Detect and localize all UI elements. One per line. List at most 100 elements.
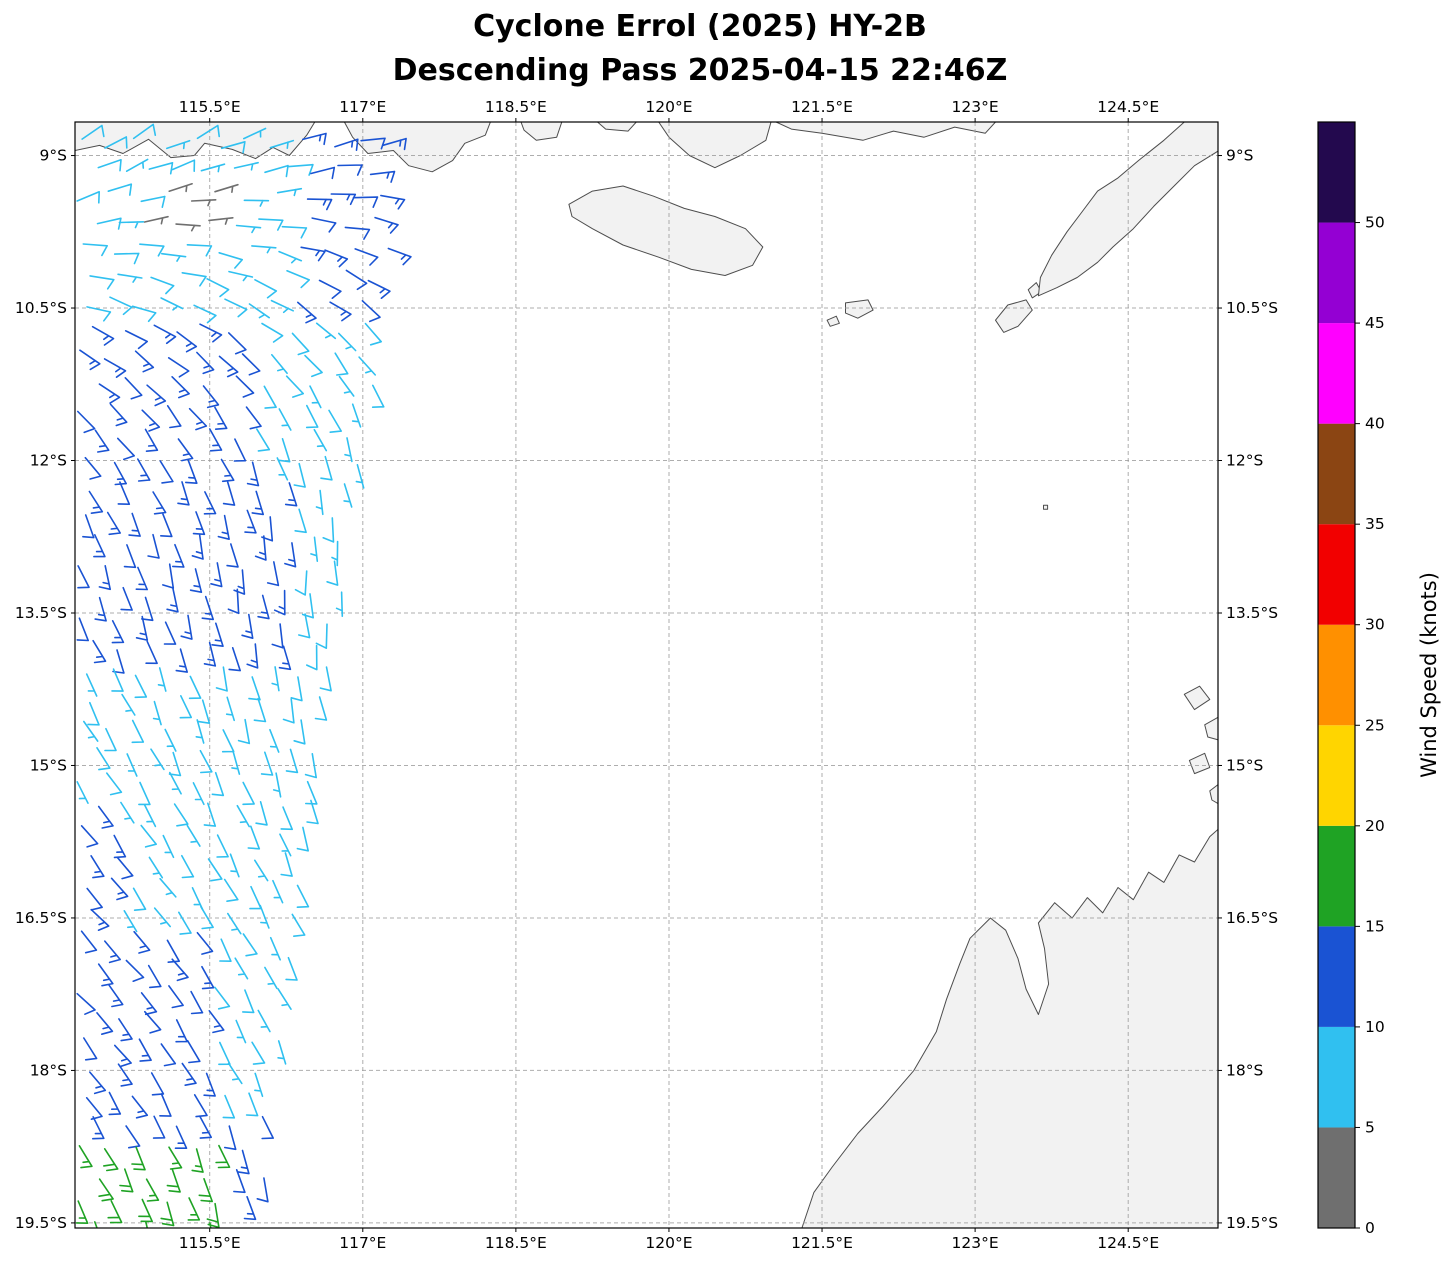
wind-barb [257, 1009, 271, 1033]
colorbar-segment [1318, 1127, 1355, 1228]
wind-barb [168, 183, 193, 193]
y-tick-label-right: 9°S [1226, 147, 1253, 165]
wind-barb [243, 127, 267, 140]
coast-bonaparte-islands-4 [1209, 783, 1218, 805]
wind-barb [148, 856, 164, 879]
wind-barb [187, 1197, 201, 1221]
wind-barb [251, 245, 277, 254]
wind-barb [297, 301, 317, 324]
wind-barb [97, 963, 114, 987]
wind-barb [139, 243, 165, 257]
wind-barb [150, 276, 175, 295]
wind-barb [134, 350, 155, 373]
wind-barb [334, 138, 359, 151]
wind-barb [132, 123, 157, 140]
wind-barb [126, 753, 138, 777]
wind-barb [315, 322, 337, 340]
wind-barb [269, 139, 295, 149]
wind-barb [104, 136, 128, 149]
wind-barb [234, 957, 249, 980]
coastlines [75, 122, 1218, 1228]
wind-barb [245, 1092, 259, 1117]
wind-barb [123, 910, 138, 933]
wind-barb [222, 481, 236, 506]
wind-barb [117, 1063, 133, 1087]
wind-barb [266, 561, 280, 587]
wind-barb [168, 1146, 183, 1170]
wind-barb [214, 406, 228, 430]
wind-barb [152, 1115, 166, 1139]
wind-barb [279, 833, 292, 857]
wind-barb [113, 252, 140, 265]
wind-barb [215, 1144, 231, 1169]
wind-barb [146, 384, 167, 407]
wind-barb [125, 158, 149, 172]
wind-barb [98, 565, 111, 591]
wind-barb [80, 825, 99, 848]
wind-barb [309, 385, 322, 409]
wind-barb [278, 408, 292, 431]
wind-barb [78, 1145, 93, 1169]
wind-barb [191, 534, 204, 560]
x-tick-label-bottom: 117°E [339, 1234, 386, 1252]
wind-barb [261, 1115, 274, 1140]
wind-barb [86, 306, 112, 322]
wind-barb [259, 904, 270, 929]
wind-barb [311, 217, 337, 233]
wind-barb [180, 614, 193, 640]
wind-barb [258, 218, 284, 231]
y-tick-label-left: 16.5°S [15, 909, 67, 927]
wind-barb [177, 438, 194, 462]
wind-barb [124, 377, 143, 400]
wind-barb [83, 1037, 98, 1061]
wind-barb [113, 834, 127, 859]
wind-barb [206, 278, 230, 298]
wind-barb [222, 1094, 236, 1119]
colorbar-segment [1318, 1026, 1355, 1128]
wind-barb [186, 244, 213, 257]
wind-barb [223, 878, 239, 902]
wind-barb [186, 1039, 201, 1064]
wind-barb [209, 1222, 212, 1228]
wind-barb [132, 887, 147, 911]
wind-barb [335, 591, 344, 617]
wind-barb [264, 164, 289, 178]
x-tick-label-bottom: 115.5°E [179, 1234, 241, 1252]
wind-barb [313, 428, 328, 452]
wind-barb [305, 404, 319, 429]
wind-barb [221, 729, 235, 753]
colorbar-tick-label: 40 [1365, 415, 1385, 433]
wind-barb [76, 992, 96, 1015]
wind-barb [175, 648, 188, 673]
wind-barb [176, 331, 198, 353]
wind-barb [249, 885, 262, 910]
wind-barb [114, 1044, 132, 1068]
wind-barb [263, 385, 277, 409]
wind-barb [76, 617, 89, 642]
wind-barb [90, 855, 105, 879]
wind-barb [227, 912, 242, 935]
wind-barb [92, 639, 107, 664]
wind-barb [245, 406, 262, 430]
wind-barb [131, 719, 145, 744]
wind-barb [237, 1149, 250, 1175]
wind-barb [186, 824, 201, 847]
wind-barb [344, 226, 371, 240]
wind-barb [233, 569, 246, 595]
wind-barb [329, 301, 352, 322]
wind-barb [131, 305, 157, 323]
wind-barb [121, 693, 136, 716]
wind-barb [203, 1072, 216, 1097]
wind-barb [166, 939, 180, 963]
wind-barb [171, 958, 189, 982]
coast-bonaparte-islands-2 [1204, 716, 1218, 741]
wind-barb [87, 701, 100, 726]
wind-barb [211, 622, 224, 647]
wind-barb [242, 781, 255, 806]
colorbar-tick-label: 35 [1365, 515, 1385, 533]
wind-barb [166, 405, 182, 429]
wind-barb [125, 1125, 141, 1149]
wind-barb [79, 349, 101, 371]
wind-barb [241, 613, 254, 639]
wind-barb [254, 535, 267, 561]
